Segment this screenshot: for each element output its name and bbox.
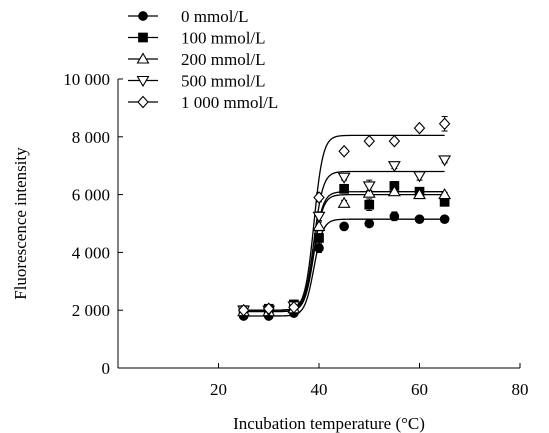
legend-marker — [138, 11, 148, 21]
data-point-series-4 — [263, 302, 275, 316]
data-point-series-4 — [438, 117, 451, 131]
fit-curve-2 — [243, 193, 445, 313]
legend-label: 1 000 mmol/L — [181, 93, 278, 112]
data-point-series-4 — [237, 303, 250, 317]
legend-label: 200 mmol/L — [181, 50, 266, 69]
y-tick-label: 0 — [102, 359, 111, 378]
data-point-series-3 — [337, 172, 351, 184]
data-point-series-0 — [414, 214, 425, 225]
data-point-series-4 — [313, 191, 325, 204]
data-point-series-1 — [364, 199, 375, 210]
fit-curve-1 — [243, 191, 445, 311]
data-point-series-1 — [314, 233, 324, 243]
legend-marker — [136, 52, 150, 64]
data-point-series-4 — [338, 144, 350, 158]
data-point-series-0 — [364, 218, 375, 229]
y-tick-label: 2 000 — [72, 301, 110, 320]
data-point-series-2 — [312, 219, 326, 231]
data-points — [237, 117, 452, 321]
legend: 0 mmol/L 100 mmol/L 200 mmol/L 500 mmol/L 1 … — [128, 7, 278, 112]
data-point-series-3 — [312, 211, 326, 223]
data-point-series-4 — [288, 300, 300, 314]
data-point-series-2 — [387, 185, 401, 197]
data-point-series-0 — [339, 221, 349, 232]
y-axis-title: Fluorescence intensity — [11, 147, 30, 300]
data-point-series-0 — [389, 211, 400, 222]
x-tick-label: 40 — [311, 380, 328, 399]
legend-label: 100 mmol/L — [181, 29, 266, 48]
data-point-series-0 — [439, 214, 450, 225]
fit-curve-0 — [243, 218, 445, 317]
legend-marker — [136, 75, 150, 88]
fit-curve-4 — [243, 134, 445, 311]
data-point-series-4 — [388, 134, 401, 148]
data-point-series-3 — [362, 181, 376, 193]
data-point-series-2 — [438, 188, 452, 200]
x-tick-label: 20 — [210, 380, 227, 399]
y-tick-label: 4 000 — [72, 243, 110, 262]
data-point-series-4 — [413, 121, 426, 135]
x-axis-ticks: 20 40 60 80 — [210, 363, 529, 399]
y-tick-label: 6 000 — [72, 186, 110, 205]
x-tick-label: 60 — [411, 380, 428, 399]
data-point-series-2 — [413, 188, 426, 200]
legend-label: 0 mmol/L — [181, 7, 249, 26]
data-point-series-0 — [314, 243, 324, 253]
data-point-series-3 — [438, 155, 452, 167]
data-point-series-3 — [387, 161, 401, 173]
data-point-series-1 — [339, 183, 349, 194]
y-tick-label: 8 000 — [72, 128, 110, 147]
data-point-series-2 — [337, 196, 351, 208]
x-tick-label: 80 — [512, 380, 529, 399]
y-tick-label: 10 000 — [63, 70, 110, 89]
legend-marker — [137, 95, 149, 109]
legend-label: 500 mmol/L — [181, 72, 266, 91]
data-point-series-3 — [413, 171, 426, 183]
x-axis-title: Incubation temperature (°C) — [233, 414, 425, 433]
y-axis-ticks: 0 2 000 4 000 6 000 8 000 10 000 — [63, 70, 123, 378]
legend-marker — [138, 32, 148, 43]
data-point-series-4 — [363, 134, 375, 148]
